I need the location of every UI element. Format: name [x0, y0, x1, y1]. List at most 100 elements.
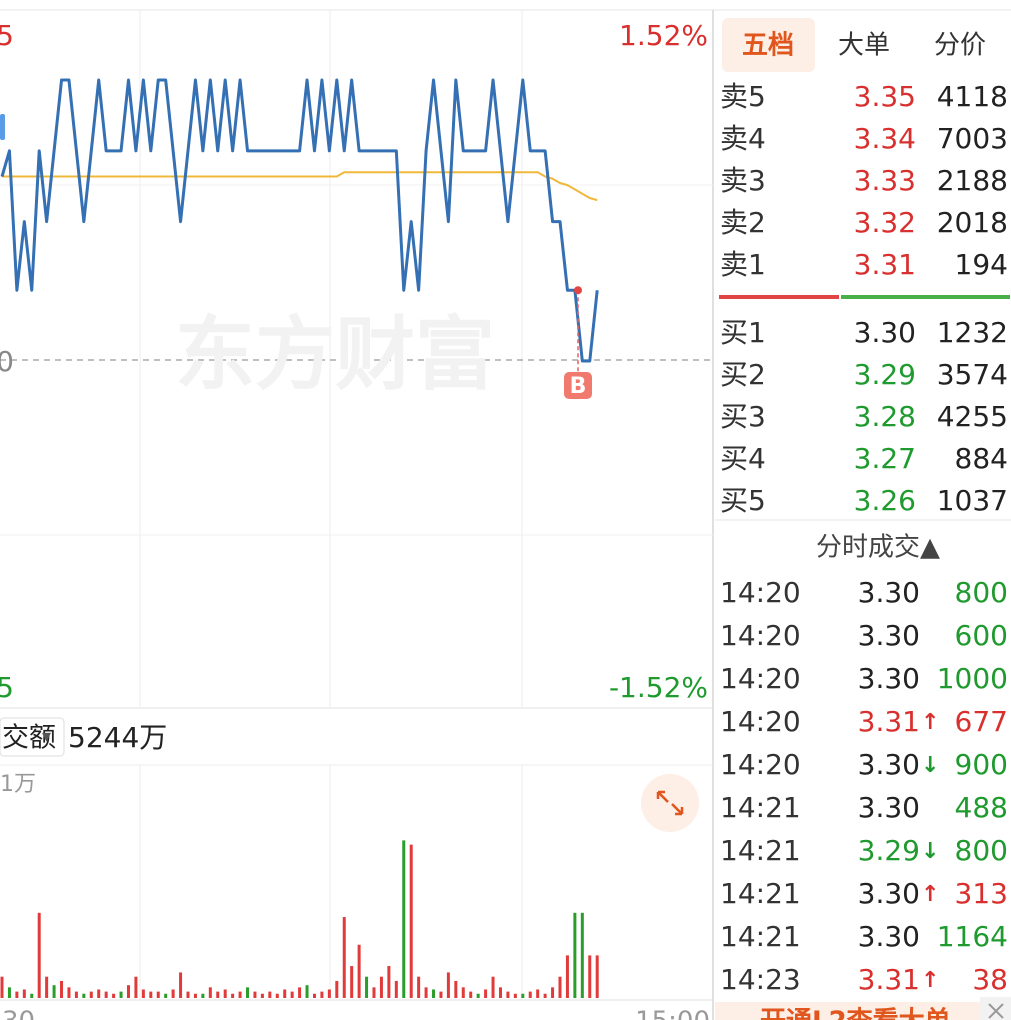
book-volume: 2188 — [937, 164, 1008, 197]
x-tick-label: 30 — [2, 1007, 35, 1020]
volume-bar — [141, 989, 145, 998]
footer-bar — [715, 1002, 1011, 1020]
volume-bar — [439, 991, 443, 998]
volume-bar — [283, 989, 287, 998]
volume-bar — [446, 972, 450, 998]
volume-bar — [365, 976, 369, 998]
book-volume: 884 — [955, 442, 1008, 475]
volume-bar — [298, 987, 302, 998]
trade-time: 14:20 — [720, 619, 801, 652]
volume-bar — [357, 944, 361, 998]
volume-bar — [238, 991, 242, 998]
trade-price: 3.30 — [858, 920, 920, 953]
book-label: 买2 — [720, 358, 766, 391]
book-price: 3.35 — [854, 80, 916, 113]
book-label: 买5 — [720, 484, 766, 517]
volume-bar — [201, 993, 205, 998]
volume-bar — [595, 955, 599, 998]
volume-bar — [15, 991, 19, 998]
volume-bar — [498, 987, 502, 998]
volume-bar — [22, 989, 26, 998]
volume-bar — [454, 980, 458, 998]
tab[interactable]: 大单 — [838, 31, 890, 61]
book-price: 3.33 — [854, 164, 916, 197]
volume-bar — [164, 993, 168, 998]
volume-dropdown[interactable]: ▾ — [42, 726, 51, 747]
volume-bar — [216, 991, 220, 998]
trade-volume: 1000 — [937, 662, 1008, 695]
volume-bar — [231, 993, 235, 998]
trade-volume: 38 — [972, 963, 1008, 996]
book-label: 卖1 — [720, 248, 766, 281]
volume-bar — [565, 955, 569, 998]
y-tick-label: -1.52% — [609, 671, 708, 704]
volume-bar — [119, 991, 123, 998]
volume-bar — [432, 989, 436, 998]
volume-bar — [379, 976, 383, 998]
trade-time: 14:21 — [720, 791, 801, 824]
trade-price: 3.31 — [858, 705, 920, 738]
trade-volume: 677 — [955, 705, 1008, 738]
side-tab — [0, 114, 5, 140]
book-price: 3.31 — [854, 248, 916, 281]
grid-v — [139, 10, 523, 1000]
book-price: 3.32 — [854, 206, 916, 239]
volume-bar — [327, 989, 331, 998]
volume-bar — [126, 985, 130, 998]
bid-bar — [841, 295, 1010, 299]
book-volume: 3574 — [937, 358, 1008, 391]
volume-bar — [74, 991, 78, 998]
trade-arrow: ↓ — [921, 839, 939, 864]
tab[interactable]: 分价 — [934, 31, 986, 61]
volume-bar — [60, 980, 64, 998]
price-tick-label: 5 — [0, 19, 14, 52]
volume-total: 5244万 — [68, 721, 167, 754]
book-label: 买1 — [720, 316, 766, 349]
volume-bar — [112, 993, 116, 998]
close-button[interactable] — [980, 997, 1011, 1020]
trades-title[interactable]: 分时成交▲ — [816, 533, 940, 563]
volume-bar — [67, 987, 71, 998]
volume-bar — [484, 989, 488, 998]
trade-arrow: ↑ — [921, 968, 939, 993]
book-price: 3.28 — [854, 400, 916, 433]
avg-price-line — [2, 171, 598, 202]
volume-bar — [208, 987, 212, 998]
trade-time: 14:21 — [720, 877, 801, 910]
book-volume: 4118 — [937, 80, 1008, 113]
volume-bar — [156, 991, 160, 998]
expand-icon — [656, 790, 684, 816]
book-label: 卖5 — [720, 80, 766, 113]
book-label: 卖4 — [720, 122, 766, 155]
volume-bar — [268, 991, 272, 998]
tab[interactable]: 五档 — [742, 31, 794, 61]
trade-volume: 313 — [955, 877, 1008, 910]
volume-bar — [424, 987, 428, 998]
volume-bar — [89, 991, 93, 998]
trade-time: 14:20 — [720, 705, 801, 738]
volume-selector[interactable] — [0, 717, 65, 757]
volume-bar — [0, 976, 4, 998]
trade-volume: 900 — [955, 748, 1008, 781]
volume-bar — [30, 993, 34, 998]
trade-price: 3.30 — [858, 662, 920, 695]
y-tick-label: 1.52% — [619, 19, 708, 52]
volume-bar — [588, 955, 592, 998]
ask-bar — [719, 295, 839, 299]
volume-bar — [476, 993, 480, 998]
volume-bar — [335, 980, 339, 998]
volume-bar — [417, 976, 421, 998]
trade-time: 14:21 — [720, 834, 801, 867]
footer-text[interactable]: 开通L2查看大单 — [760, 1007, 951, 1020]
trade-price: 3.30 — [858, 576, 920, 609]
volume-bar — [52, 985, 56, 998]
volume-bar — [37, 912, 41, 998]
volume-bar — [260, 993, 264, 998]
volume-bar — [521, 993, 525, 998]
volume-bar — [342, 917, 346, 998]
expand-button[interactable] — [641, 774, 699, 832]
volume-bar — [223, 989, 227, 998]
trade-price: 3.29 — [858, 834, 920, 867]
volume-bar — [45, 976, 49, 998]
